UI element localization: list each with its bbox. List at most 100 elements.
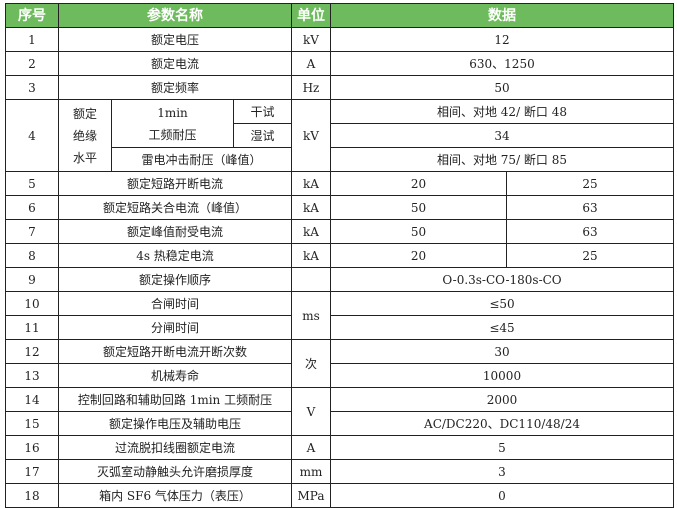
row-unit: mm <box>291 459 331 484</box>
group-line: 额定 <box>72 106 97 121</box>
row-value: ≤50 <box>330 291 674 316</box>
row-no: 11 <box>5 315 59 340</box>
row-value-1: 20 <box>330 171 507 196</box>
row-unit: 次 <box>291 339 331 388</box>
group-line: 水平 <box>72 150 97 165</box>
row-name: 箱内 SF6 气体压力（表压） <box>58 483 292 508</box>
row-value: 50 <box>330 75 674 100</box>
dry-test-label: 干试 <box>233 99 292 124</box>
row-name: 额定电压 <box>58 27 292 52</box>
power-frequency-line2: 工频耐压 <box>148 127 197 142</box>
lightning-label: 雷电冲击耐压（峰值） <box>111 147 292 172</box>
row-unit: A <box>291 51 331 76</box>
power-frequency-label: 1min 工频耐压 <box>111 99 234 148</box>
row-no: 4 <box>5 99 59 172</box>
group-line: 绝缘 <box>72 128 97 143</box>
lightning-value: 相间、对地 75/ 断口 85 <box>330 147 674 172</box>
row-no: 17 <box>5 459 59 484</box>
table-row: 5 额定短路开断电流 kA 20 25 <box>5 171 674 196</box>
row-unit: MPa <box>291 483 331 508</box>
row-name: 控制回路和辅助回路 1min 工频耐压 <box>58 387 292 412</box>
row-name: 额定频率 <box>58 75 292 100</box>
table-row: 14 控制回路和辅助回路 1min 工频耐压 V 2000 <box>5 387 674 436</box>
row-unit: kA <box>291 195 331 220</box>
table-row: 2 额定电流 A 630、1250 <box>5 51 674 76</box>
table-row: 9 额定操作顺序 O-0.3s-CO-180s-CO <box>5 267 674 292</box>
row-value: AC/DC220、DC110/48/24 <box>330 411 674 436</box>
row-no: 8 <box>5 243 59 268</box>
table-row: 8 4s 热稳定电流 kA 20 25 <box>5 243 674 268</box>
row-unit: V <box>291 387 331 436</box>
row-no: 18 <box>5 483 59 508</box>
row-no: 14 <box>5 387 59 412</box>
table-row: 18 箱内 SF6 气体压力（表压） MPa 0 <box>5 483 674 508</box>
row-name: 额定操作电压及辅助电压 <box>58 411 292 436</box>
header-row: 序号 参数名称 单位 数据 <box>5 3 674 28</box>
row-value: 12 <box>330 27 674 52</box>
header-data: 数据 <box>330 3 674 28</box>
row-name: 分闸时间 <box>58 315 292 340</box>
table-row: 17 灭弧室动静触头允许磨损厚度 mm 3 <box>5 459 674 484</box>
table-row: 12 额定短路开断电流开断次数 次 30 <box>5 339 674 388</box>
wet-test-value: 34 <box>330 123 674 148</box>
row-no: 2 <box>5 51 59 76</box>
table-row: 4 额定 绝缘 水平 1min 工频耐压 干试 kV 相间、对地 42/ 断口 … <box>5 99 674 172</box>
row-unit: Hz <box>291 75 331 100</box>
row-unit <box>291 267 331 292</box>
power-frequency-line1: 1min <box>157 105 188 120</box>
row-name: 额定短路关合电流（峰值） <box>58 195 292 220</box>
row-name: 合闸时间 <box>58 291 292 316</box>
row-no: 9 <box>5 267 59 292</box>
header-name: 参数名称 <box>58 3 292 28</box>
row-value-1: 50 <box>330 219 507 244</box>
row-value: 3 <box>330 459 674 484</box>
table-row: 16 过流脱扣线圈额定电流 A 5 <box>5 435 674 460</box>
row-value: 30 <box>330 339 674 364</box>
row-name: 额定峰值耐受电流 <box>58 219 292 244</box>
row-name: 灭弧室动静触头允许磨损厚度 <box>58 459 292 484</box>
row-no: 16 <box>5 435 59 460</box>
table-row: 1 额定电压 kV 12 <box>5 27 674 52</box>
table-row: 雷电冲击耐压（峰值） 相间、对地 75/ 断口 85 <box>6 147 674 172</box>
row-no: 10 <box>5 291 59 316</box>
table-row: 3 额定频率 Hz 50 <box>5 75 674 100</box>
row-name: 4s 热稳定电流 <box>58 243 292 268</box>
row-name: 额定操作顺序 <box>58 267 292 292</box>
header-no: 序号 <box>5 3 59 28</box>
row-unit: kA <box>291 171 331 196</box>
row-unit: kV <box>291 99 331 172</box>
row-no: 6 <box>5 195 59 220</box>
row-no: 1 <box>5 27 59 52</box>
insulation-level-label: 额定 绝缘 水平 <box>58 99 112 172</box>
row-value: ≤45 <box>330 315 674 340</box>
row-value-2: 25 <box>506 243 674 268</box>
header-unit: 单位 <box>291 3 331 28</box>
row-no: 13 <box>5 363 59 388</box>
row-value-2: 25 <box>506 171 674 196</box>
dry-test-value: 相间、对地 42/ 断口 48 <box>330 99 674 124</box>
row-value: 630、1250 <box>330 51 674 76</box>
row-value: 0 <box>330 483 674 508</box>
table-row: 11 分闸时间 ≤45 <box>5 315 674 340</box>
row-no: 3 <box>5 75 59 100</box>
row-value-1: 20 <box>330 243 507 268</box>
row-value: 2000 <box>330 387 674 412</box>
wet-test-label: 湿试 <box>233 123 292 148</box>
row-no: 15 <box>5 411 59 436</box>
row-name: 额定电流 <box>58 51 292 76</box>
row-unit: kA <box>291 243 331 268</box>
table-row: 湿试 34 <box>6 123 674 148</box>
row-value: 10000 <box>330 363 674 388</box>
table-row: 7 额定峰值耐受电流 kA 50 63 <box>5 219 674 244</box>
row-no: 7 <box>5 219 59 244</box>
row-value-2: 63 <box>506 195 674 220</box>
row-unit: kV <box>291 27 331 52</box>
row-value-1: 50 <box>330 195 507 220</box>
row-unit: A <box>291 435 331 460</box>
row-value: O-0.3s-CO-180s-CO <box>330 267 674 292</box>
row-name: 机械寿命 <box>58 363 292 388</box>
row-unit: kA <box>291 219 331 244</box>
row-no: 12 <box>5 339 59 364</box>
parameters-table: 序号 参数名称 单位 数据 1 额定电压 kV 12 2 额定电流 A 630、… <box>5 3 674 508</box>
row-no: 5 <box>5 171 59 196</box>
